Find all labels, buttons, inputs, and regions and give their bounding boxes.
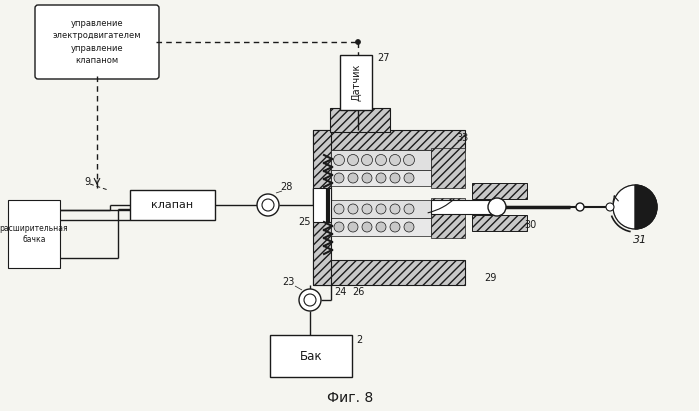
Bar [331,150,431,170]
Circle shape [376,173,386,183]
Bar [331,218,431,236]
Circle shape [375,155,387,166]
Circle shape [613,185,657,229]
Bar [270,335,352,377]
Circle shape [404,222,414,232]
Text: 9: 9 [84,177,90,187]
Circle shape [361,155,373,166]
Bar [331,170,431,186]
Circle shape [606,203,614,211]
Bar [472,183,527,199]
Circle shape [257,194,279,216]
Circle shape [576,203,584,211]
Text: расширительная
бачка: расширительная бачка [0,224,69,244]
Text: 28: 28 [280,182,292,192]
FancyBboxPatch shape [35,5,159,79]
Text: 23: 23 [282,277,294,287]
Bar [130,190,215,220]
Text: Фиг. 8: Фиг. 8 [327,391,373,405]
Bar [331,200,431,218]
Circle shape [334,222,344,232]
Bar [313,260,465,285]
Circle shape [348,204,358,214]
Circle shape [333,155,345,166]
Text: 30: 30 [524,220,536,230]
Circle shape [376,204,386,214]
Bar [330,108,390,132]
Circle shape [356,39,361,44]
Bar [313,130,331,285]
Circle shape [390,204,400,214]
Wedge shape [635,185,657,229]
Circle shape [347,155,359,166]
Circle shape [362,204,372,214]
Circle shape [390,222,400,232]
Circle shape [390,173,400,183]
Bar [431,200,496,214]
Text: Датчик: Датчик [351,64,361,101]
Circle shape [404,204,414,214]
Circle shape [334,173,344,183]
Circle shape [404,173,414,183]
Bar [8,200,60,268]
Circle shape [362,222,372,232]
Circle shape [389,155,401,166]
Circle shape [262,199,274,211]
Text: 29: 29 [484,273,496,283]
Circle shape [334,204,344,214]
Text: управление
электродвигателем
управление
клапаном: управление электродвигателем управление … [52,19,141,65]
Text: 24: 24 [334,287,346,297]
Text: 33: 33 [456,133,468,143]
Bar [431,198,465,238]
Circle shape [348,222,358,232]
Text: 27: 27 [377,53,389,63]
Circle shape [362,173,372,183]
Text: 26: 26 [352,287,364,297]
Bar [431,148,465,188]
Text: Бак: Бак [300,349,322,363]
Circle shape [488,198,506,216]
Circle shape [376,222,386,232]
Text: 2: 2 [356,335,362,345]
Circle shape [348,173,358,183]
Text: клапан: клапан [152,200,194,210]
Text: 25: 25 [298,217,311,227]
Bar [340,55,372,110]
Circle shape [304,294,316,306]
Bar [313,188,331,222]
Text: 31: 31 [633,235,647,245]
Circle shape [299,289,321,311]
Bar [313,130,465,150]
Circle shape [403,155,415,166]
Bar [472,215,527,231]
